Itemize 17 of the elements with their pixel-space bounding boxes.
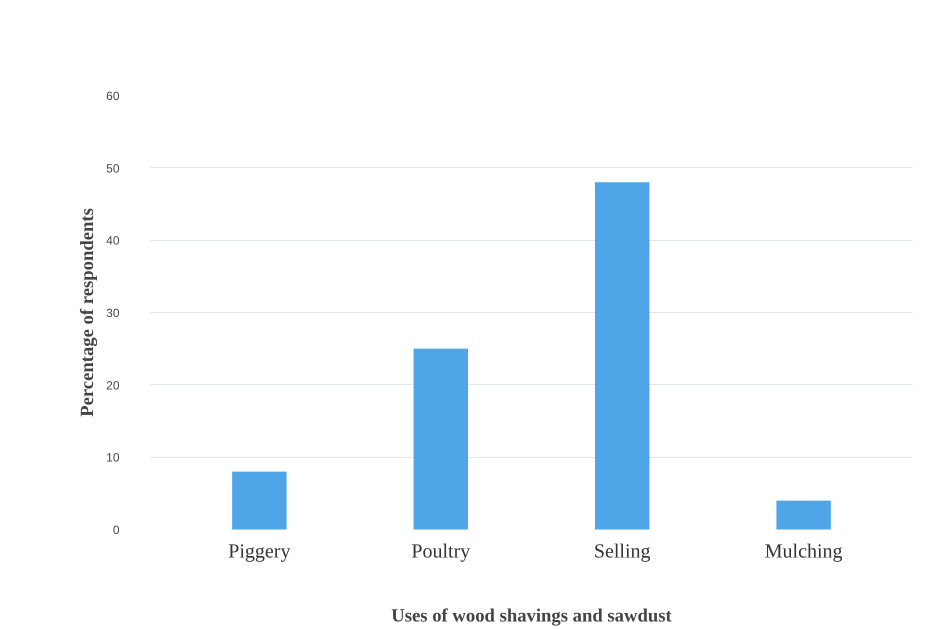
x-tick-label: Mulching [764,540,843,562]
y-tick-label: 60 [106,89,120,103]
x-tick-label: Selling [594,540,651,562]
x-tick-label: Poultry [411,540,470,562]
x-tick-label: Piggery [228,540,290,562]
y-tick-label: 10 [106,450,120,465]
y-tick-label: 30 [106,306,120,320]
y-axis-title: Percentage of respondents [77,208,98,417]
y-tick-label: 0 [112,523,120,537]
bar [414,348,468,530]
bar [595,182,650,530]
y-tick-label: 50 [106,161,120,176]
y-tick-label: 40 [106,234,120,248]
x-axis-title: Uses of wood shavings and sawdust [391,606,673,626]
y-tick-label: 20 [106,378,120,392]
bar [232,472,287,530]
bar [776,500,831,530]
